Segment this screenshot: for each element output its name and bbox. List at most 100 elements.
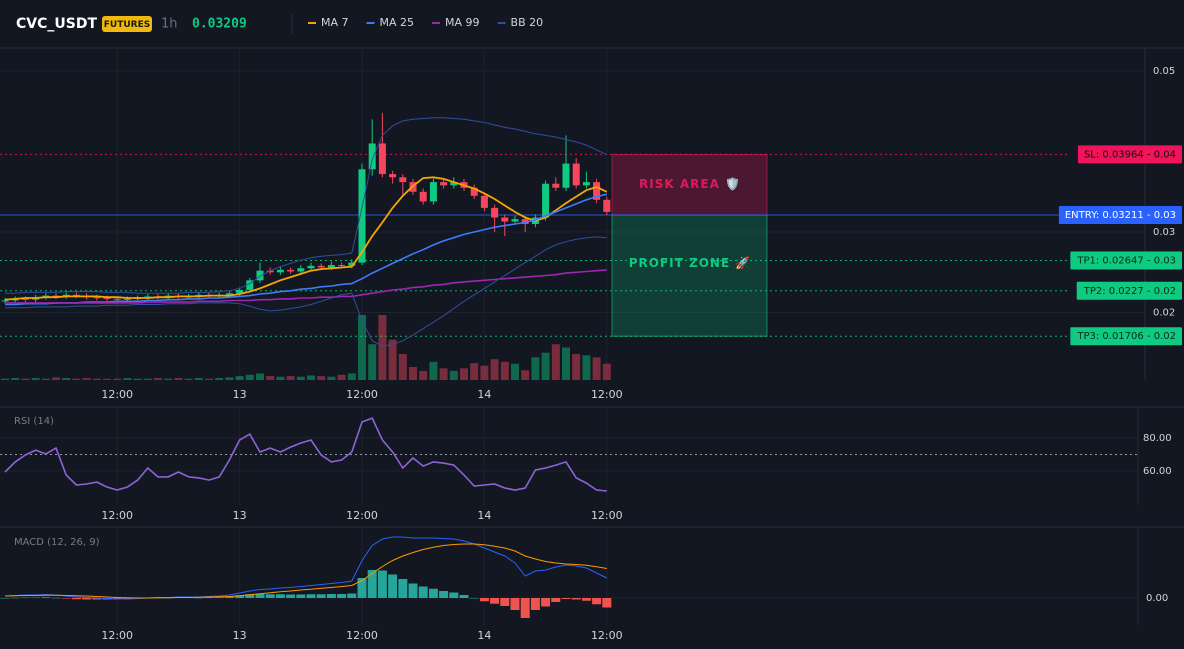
volume-bar xyxy=(225,377,234,380)
macd-histogram-bar xyxy=(408,583,418,598)
candle-body xyxy=(542,183,550,218)
macd-histogram-bar xyxy=(347,593,357,598)
candle-body xyxy=(552,183,560,188)
candle-body xyxy=(113,298,121,300)
volume-bar xyxy=(205,378,213,380)
level-tag-bg xyxy=(1076,281,1182,300)
interval: 1h xyxy=(161,17,178,32)
candle-body xyxy=(440,182,448,186)
macd-histogram-bar xyxy=(0,598,10,599)
candle-body xyxy=(572,163,580,186)
x-tick-label: 12:00 xyxy=(591,629,623,642)
macd-histogram-bar xyxy=(449,592,459,598)
y-tick-label: 60.00 xyxy=(1143,466,1172,477)
candle-body xyxy=(123,298,131,300)
macd-histogram-bar xyxy=(592,598,602,605)
y-tick-label: 0.00 xyxy=(1146,593,1168,604)
candle-body xyxy=(52,295,60,297)
volume-bar xyxy=(52,377,60,380)
y-tick-label: 80.00 xyxy=(1143,433,1172,444)
candle-body xyxy=(470,187,478,196)
legend-label: MA 7 xyxy=(321,16,349,29)
candle-body xyxy=(276,269,284,273)
level-tag-bg xyxy=(1058,206,1182,225)
candle-body xyxy=(419,191,427,202)
volume-bar xyxy=(470,363,479,380)
volume-bar xyxy=(419,370,428,380)
x-tick-label: 14 xyxy=(477,388,491,401)
x-tick-label: 13 xyxy=(233,629,247,642)
volume-bar xyxy=(113,378,122,380)
volume-bar xyxy=(21,378,30,380)
macd-histogram-bar xyxy=(286,594,296,598)
volume-bar xyxy=(388,339,397,380)
volume-bar xyxy=(602,363,611,380)
candle-body xyxy=(236,289,244,294)
macd-histogram-bar xyxy=(31,597,41,598)
candle-body xyxy=(266,270,274,273)
x-tick-label: 14 xyxy=(477,509,491,522)
volume-bar xyxy=(409,367,417,380)
symbol: CVC_USDT xyxy=(16,16,97,32)
macd-histogram-bar xyxy=(479,598,489,602)
macd-histogram-bar xyxy=(214,597,224,598)
legend-label: MA 25 xyxy=(380,16,415,29)
zone-label: RISK AREA 🛡️ xyxy=(639,177,741,191)
macd-histogram-bar xyxy=(459,595,469,598)
candle-body xyxy=(21,298,29,300)
volume-bar xyxy=(11,378,20,380)
volume-bar xyxy=(154,378,162,380)
candle-body xyxy=(389,174,397,178)
volume-bar xyxy=(245,374,254,380)
volume-bar xyxy=(449,370,458,380)
candle-body xyxy=(246,280,254,290)
volume-bar xyxy=(133,378,142,380)
volume-bar xyxy=(92,378,101,380)
macd-histogram-bar xyxy=(194,597,204,599)
zone xyxy=(611,214,768,337)
candle-body xyxy=(256,270,264,281)
macd-histogram-bar xyxy=(398,579,408,598)
macd-histogram-bar xyxy=(428,588,438,598)
volume-bar xyxy=(143,378,152,380)
volume-bar xyxy=(551,344,560,380)
volume-bar xyxy=(266,376,275,380)
level-tag: SL: 0.03964 - 0.04 xyxy=(1077,145,1182,164)
level-tag: ENTRY: 0.03211 - 0.03 xyxy=(1058,206,1182,225)
volume-bar xyxy=(31,378,40,380)
volume-bar xyxy=(358,315,366,380)
macd-histogram-bar xyxy=(61,598,71,599)
macd-histogram-bar xyxy=(561,598,571,599)
macd-histogram-bar xyxy=(551,598,561,602)
macd-line xyxy=(4,536,608,600)
volume-bar xyxy=(500,361,509,380)
candle-body xyxy=(511,219,519,222)
x-tick-label: 12:00 xyxy=(346,509,378,522)
macd-histogram-bar xyxy=(316,594,326,598)
macd-histogram-bar xyxy=(51,597,61,599)
candle-body xyxy=(103,298,111,300)
macd-histogram-bar xyxy=(357,578,367,598)
macd-histogram-bar xyxy=(82,598,92,600)
volume-bar xyxy=(337,374,346,380)
macd-histogram-bar xyxy=(235,595,245,598)
volume-bar xyxy=(460,368,468,380)
candle-body xyxy=(593,182,601,200)
volume-bar xyxy=(317,376,326,380)
macd-histogram-bar xyxy=(265,594,275,598)
macd-histogram-bar xyxy=(296,594,306,598)
volume-bar xyxy=(480,365,489,380)
candle-body xyxy=(348,262,356,266)
volume-bar xyxy=(103,378,111,380)
macd-histogram-bar xyxy=(245,594,255,598)
candle-body xyxy=(603,199,611,212)
macd-histogram-bar xyxy=(490,598,500,604)
ma-line xyxy=(5,269,607,304)
macd-histogram-bar xyxy=(326,594,336,598)
volume-bar xyxy=(439,368,448,380)
volume-bar xyxy=(296,376,305,380)
candle-body xyxy=(450,182,458,186)
macd-histogram-bar xyxy=(255,593,265,598)
x-tick-label: 13 xyxy=(233,509,247,522)
level-tag-label: ENTRY: 0.03211 - 0.03 xyxy=(1065,210,1176,221)
